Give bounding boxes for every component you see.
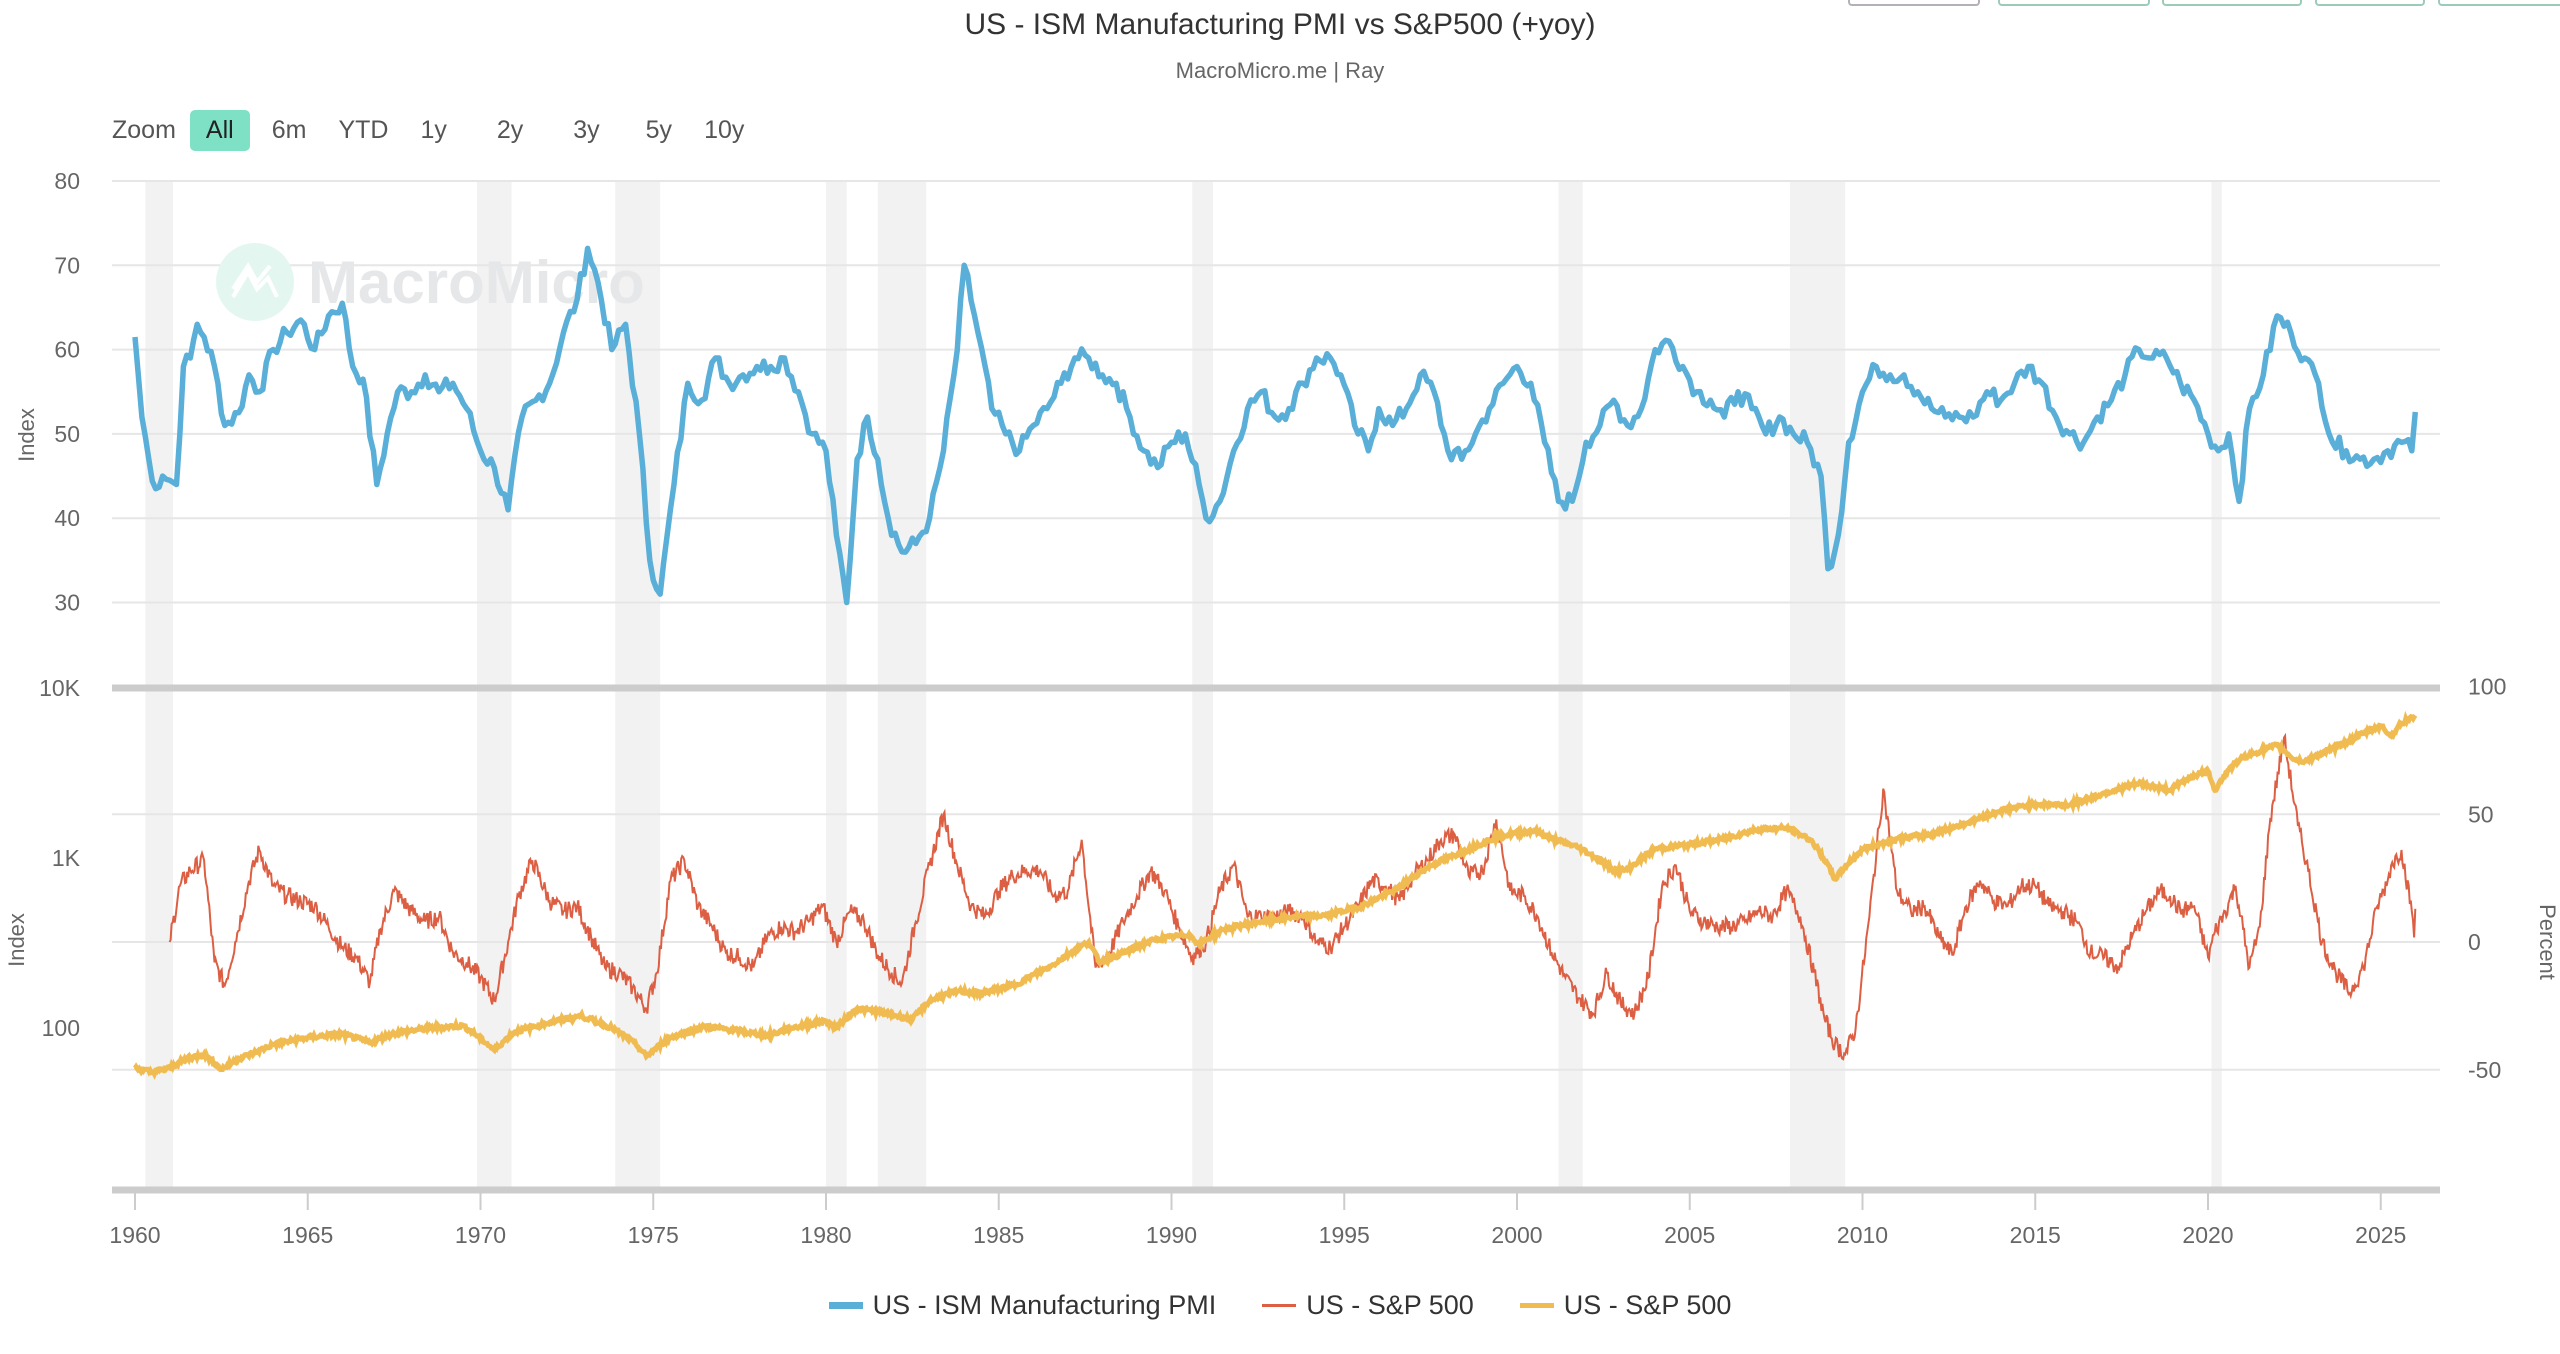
watermark-text: MacroMicro	[308, 249, 645, 316]
y-tick-label-top: 60	[54, 337, 80, 363]
legend-label: US - S&P 500	[1306, 1290, 1474, 1320]
y-tick-label-left-log: 1K	[52, 845, 81, 871]
toolbar-button[interactable]	[2438, 0, 2560, 6]
x-tick-label: 1990	[1146, 1222, 1197, 1248]
zoom-button-5y[interactable]: 5y	[645, 116, 673, 144]
legend-swatch	[1262, 1304, 1297, 1307]
zoom-button-2y[interactable]: 2y	[496, 116, 524, 144]
legend-swatch	[828, 1302, 863, 1309]
y-axis-title-top: Index	[14, 408, 39, 462]
x-tick-label: 1995	[1319, 1222, 1370, 1248]
chart-title: US - ISM Manufacturing PMI vs S&P500 (+y…	[964, 8, 1596, 41]
legend-item-pmi[interactable]: US - ISM Manufacturing PMI	[828, 1290, 1217, 1321]
chart-subtitle: MacroMicro.me | Ray	[1175, 58, 1385, 83]
y-tick-label-top: 50	[54, 421, 80, 447]
legend: US - ISM Manufacturing PMI US - S&P 500 …	[0, 1290, 2560, 1321]
x-tick-label: 1965	[282, 1222, 333, 1248]
y-tick-label-right: 50	[2468, 801, 2494, 827]
y-axis-title-right: Percent	[2535, 904, 2560, 980]
x-tick-label: 2015	[2010, 1222, 2061, 1248]
toolbar-button[interactable]	[1998, 0, 2150, 6]
y-tick-label-left-log: 10K	[39, 675, 81, 701]
legend-label: US - ISM Manufacturing PMI	[872, 1290, 1217, 1320]
range-selector: Zoom All 6m YTD 1y 2y 3y 5y 10y	[112, 110, 766, 151]
y-tick-label-left-log: 100	[42, 1015, 80, 1041]
x-tick-label: 2010	[1837, 1222, 1888, 1248]
y-tick-label-right: -50	[2468, 1057, 2501, 1083]
y-tick-label-top: 40	[54, 505, 80, 531]
y-tick-label-right: 100	[2468, 674, 2506, 700]
x-tick-label: 1985	[973, 1222, 1024, 1248]
x-tick-label: 1980	[800, 1222, 851, 1248]
gridlines	[112, 180, 2440, 1194]
zoom-button-6m[interactable]: 6m	[271, 116, 307, 144]
x-tick-label: 1975	[628, 1222, 679, 1248]
x-tick-label: 2025	[2355, 1222, 2406, 1248]
toolbar-button[interactable]	[2162, 0, 2302, 6]
y-tick-label-top: 70	[54, 252, 80, 278]
series-line-ism-pmi	[132, 245, 2419, 606]
x-tick-label: 2000	[1491, 1222, 1542, 1248]
x-tick-label: 1970	[455, 1222, 506, 1248]
zoom-button-10y[interactable]: 10y	[704, 116, 745, 144]
x-tick-label: 1960	[109, 1222, 160, 1248]
zoom-button-1y[interactable]: 1y	[420, 116, 447, 144]
zoom-button-all[interactable]: All	[189, 110, 250, 151]
x-tick-label: 2005	[1664, 1222, 1715, 1248]
legend-swatch	[1519, 1303, 1554, 1308]
y-tick-label-right: 0	[2468, 929, 2481, 955]
watermark-chart-glyph-icon	[231, 262, 279, 299]
zoom-button-ytd[interactable]: YTD	[338, 116, 389, 144]
axes: 80 70 60 50 40 30 Index 100 50 0 -50 Percent 10K 1K 10…	[4, 168, 2560, 1248]
y-tick-label-top: 80	[54, 168, 80, 194]
x-tick-label: 2020	[2182, 1222, 2233, 1248]
legend-item-sp500-yoy[interactable]: US - S&P 500	[1262, 1290, 1474, 1321]
series-line-sp500-index	[132, 710, 2418, 1081]
legend-item-sp500-index[interactable]: US - S&P 500	[1519, 1290, 1732, 1321]
legend-label: US - S&P 500	[1563, 1290, 1732, 1320]
y-axis-title-bottom-left: Index	[4, 913, 29, 967]
y-tick-label-top: 30	[54, 590, 80, 616]
zoom-label: Zoom	[112, 116, 176, 144]
series	[132, 245, 2419, 1081]
toolbar-button[interactable]	[1848, 0, 1980, 6]
toolbar-button[interactable]	[2315, 0, 2425, 6]
zoom-button-3y[interactable]: 3y	[573, 116, 600, 144]
series-line-sp500-yoy	[168, 732, 2417, 1061]
